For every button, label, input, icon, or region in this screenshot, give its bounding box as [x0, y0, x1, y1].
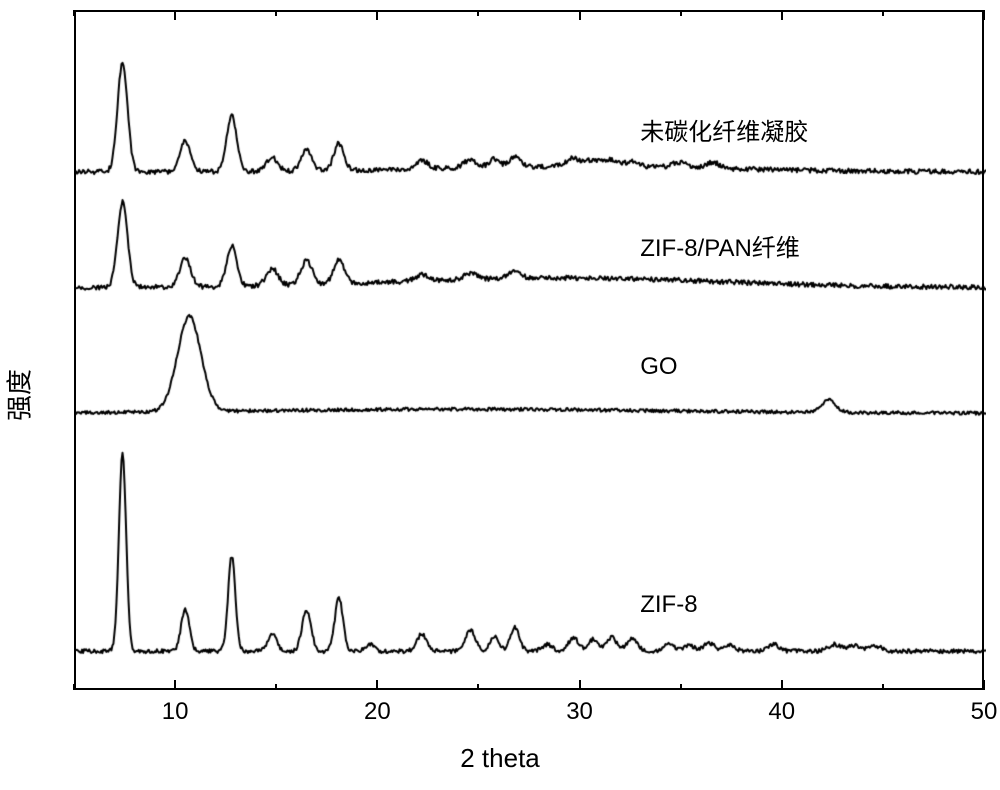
y-axis-label: 强度 — [0, 369, 37, 421]
x-tick — [477, 10, 479, 16]
x-tick — [983, 10, 985, 20]
x-tick — [579, 680, 581, 690]
x-tick-label: 50 — [971, 698, 998, 726]
x-tick-label: 20 — [364, 698, 391, 726]
x-tick — [174, 680, 176, 690]
x-tick — [680, 684, 682, 690]
x-tick — [275, 10, 277, 16]
x-tick — [579, 10, 581, 20]
xrd-figure: 强度 2 theta 10 20 30 40 50 未碳化纤维凝胶 ZIF-8/PAN纤维 G… — [0, 0, 1000, 790]
x-tick — [680, 10, 682, 16]
series-label-zif8-pan-fiber: ZIF-8/PAN纤维 — [640, 228, 800, 263]
x-tick — [983, 680, 985, 690]
x-tick — [477, 684, 479, 690]
x-tick — [275, 684, 277, 690]
x-axis-label: 2 theta — [460, 743, 540, 774]
x-tick — [376, 680, 378, 690]
x-tick — [73, 10, 75, 16]
x-tick — [882, 684, 884, 690]
series-label-uncarbonized-fiber-gel: 未碳化纤维凝胶 — [640, 112, 808, 147]
series-label-zif8: ZIF-8 — [640, 591, 697, 619]
x-tick-label: 30 — [566, 698, 593, 726]
plot-area — [74, 10, 984, 690]
xrd-curves-canvas — [76, 12, 986, 692]
series-label-go: GO — [640, 353, 677, 381]
x-tick — [73, 684, 75, 690]
x-tick — [376, 10, 378, 20]
x-tick — [882, 10, 884, 16]
x-tick — [174, 10, 176, 20]
x-tick — [781, 10, 783, 20]
x-tick-label: 40 — [768, 698, 795, 726]
x-tick-label: 10 — [162, 698, 189, 726]
x-tick — [781, 680, 783, 690]
